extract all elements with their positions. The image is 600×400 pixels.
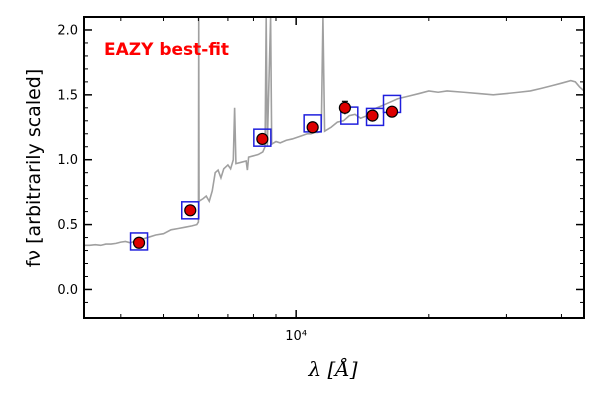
model-flux-box-1 — [181, 201, 200, 220]
y-tick-label: 0.0 — [57, 283, 78, 298]
y-axis-label: fν [arbitrarily scaled] — [23, 69, 45, 268]
photometry-point-0 — [132, 236, 146, 249]
tick-labels: 0.0 0.5 1.0 1.5 2.0 10⁴ — [57, 23, 307, 344]
photometry-point-5 — [366, 109, 379, 122]
y-tick-label: 1.5 — [57, 88, 78, 103]
template-spectrum-line — [84, 17, 584, 247]
y-tick-label: 1.0 — [57, 153, 78, 168]
plot-area — [84, 17, 584, 251]
photometry-point-1 — [184, 204, 197, 217]
photometry-point-4 — [338, 101, 351, 114]
x-tick-label: 10⁴ — [285, 329, 307, 344]
x-axis-label: λ [Å] — [307, 356, 357, 381]
y-tick-label: 0.5 — [57, 218, 78, 233]
model-flux-box-2 — [253, 128, 272, 147]
plot-frame — [83, 16, 585, 319]
y-tick-label: 2.0 — [57, 23, 78, 38]
axis-ticks — [84, 17, 584, 318]
photometry-point-2 — [256, 132, 269, 146]
photometry-point-3 — [306, 121, 319, 134]
annotation-label: EAZY best-fit — [104, 40, 229, 60]
model-flux-box-0 — [129, 232, 149, 251]
photometry-point-6 — [385, 105, 399, 118]
